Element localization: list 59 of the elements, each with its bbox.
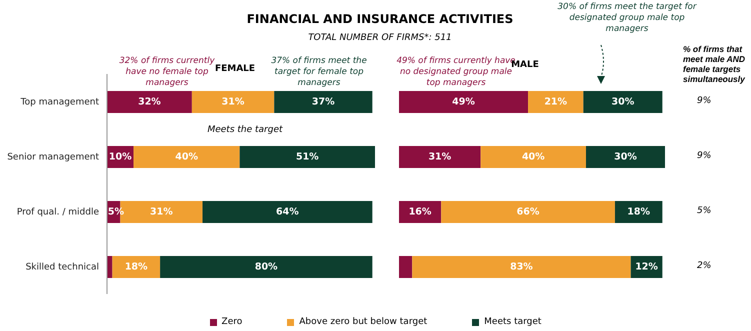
annotation: FEMALE (214, 64, 256, 74)
data-label: 66% (516, 206, 540, 218)
text: % of firms that meet male AND female targets simultaneously (683, 44, 746, 84)
annotation: 32% of firms currently have no female top managers (119, 56, 215, 88)
bar (399, 91, 528, 113)
data-label: 18% (627, 206, 651, 218)
data-label: 32% (138, 96, 162, 108)
annotation: Meets the target (206, 125, 284, 136)
text: 9% (697, 96, 712, 106)
bar (528, 91, 584, 113)
data-label: 10% (108, 152, 132, 162)
data-label: 31% (150, 206, 174, 218)
legend-label: Zero (220, 317, 242, 327)
data-label: 31% (222, 96, 245, 108)
data-label: 18% (124, 262, 148, 272)
bar (583, 91, 662, 113)
bar (274, 91, 372, 113)
data-label: 21% (544, 96, 568, 108)
bar (107, 256, 112, 278)
legend-label: Above zero but below target (298, 317, 428, 327)
y-tick-label: Top management (20, 98, 100, 108)
text: 2% (697, 260, 712, 270)
chart-subtitle: TOTAL NUMBER OF FIRMS*: 511 (307, 33, 453, 43)
chart-title: FINANCIAL AND INSURANCE ACTIVITIES (246, 12, 514, 26)
data-label: 40% (522, 152, 546, 162)
annotation: 37% of firms meet the target for female top managers (270, 56, 368, 89)
bar (160, 256, 372, 278)
bar (107, 91, 192, 113)
bar (412, 256, 631, 278)
bar (240, 146, 375, 168)
data-label: 40% (175, 152, 198, 162)
text: 30% of firms meet the target for designated group male top managers (556, 2, 698, 35)
legend-label: Meets target (483, 317, 542, 327)
bar (586, 146, 665, 168)
text: 9% (697, 150, 712, 160)
bar (112, 256, 160, 278)
y-tick-label: Prof qual. / middle (16, 208, 100, 218)
y-tick-label: Senior management (7, 152, 100, 163)
data-label: 12% (635, 262, 658, 272)
data-label: 31% (428, 152, 452, 162)
data-label: 80% (254, 262, 278, 272)
bar (192, 91, 274, 113)
data-label: 51% (296, 152, 320, 162)
data-label: 49% (452, 96, 476, 108)
bar (480, 146, 586, 168)
bar (134, 146, 240, 168)
data-label: 30% (614, 152, 638, 162)
bar (441, 201, 615, 223)
bar (614, 201, 662, 223)
text: 5% (697, 206, 712, 216)
bar (202, 201, 372, 223)
data-label: 16% (408, 206, 432, 218)
data-label: 30% (611, 96, 635, 108)
bar (399, 256, 412, 278)
data-label: 37% (312, 96, 336, 108)
data-label: 83% (510, 262, 534, 272)
data-label: 64% (276, 206, 300, 218)
y-tick-label: Skilled technical (26, 262, 99, 273)
bar (399, 146, 481, 168)
